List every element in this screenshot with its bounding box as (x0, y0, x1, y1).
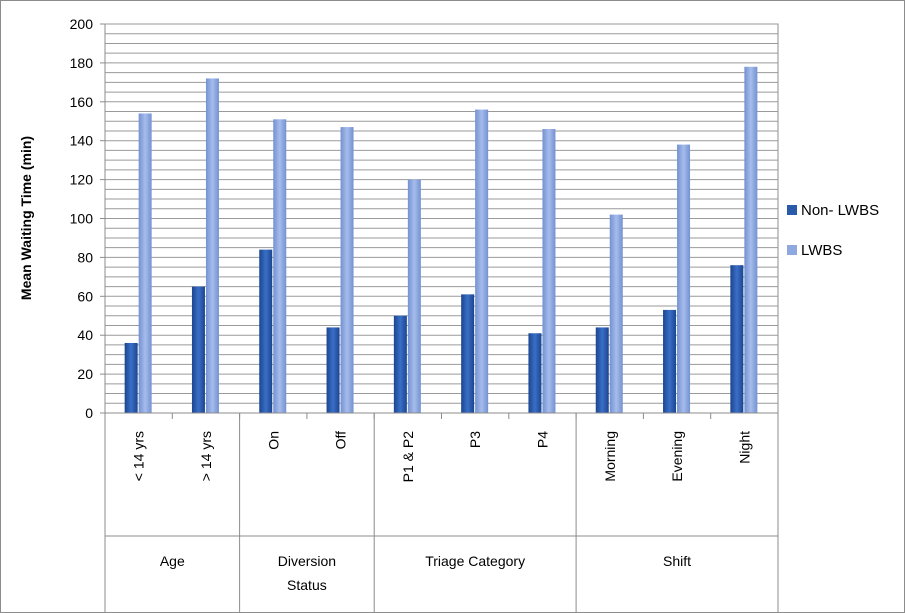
category-label: P4 (534, 431, 550, 448)
bar-non-lwbs (124, 342, 138, 413)
bar-lwbs (475, 109, 489, 413)
legend-swatch (787, 205, 797, 215)
axes (100, 23, 779, 612)
bar-non-lwbs (393, 315, 407, 413)
bar-non-lwbs (461, 294, 475, 413)
y-axis-title: Mean Waiting Time (min) (18, 136, 34, 300)
category-label: Off (333, 431, 349, 450)
bar-non-lwbs (528, 333, 542, 413)
y-tick-label: 60 (77, 288, 93, 304)
y-tick-label: 180 (70, 55, 94, 71)
bars (124, 66, 758, 414)
legend-swatch (787, 245, 797, 255)
category-label: On (265, 431, 281, 450)
bar-non-lwbs (595, 327, 609, 413)
bar-lwbs (205, 78, 219, 414)
group-label: Status (287, 577, 327, 593)
category-label: Morning (602, 431, 618, 482)
y-tick-label: 20 (77, 366, 93, 382)
bar-lwbs (677, 144, 691, 413)
category-label: > 14 yrs (198, 431, 214, 481)
legend-label: Non- LWBS (801, 202, 879, 219)
y-tick-label: 140 (70, 133, 94, 149)
category-label: P3 (467, 431, 483, 448)
bar-lwbs (609, 214, 623, 413)
labels: 0 20 40 60 80 100 120 140 160 180 200 < 14 yrs > 14 … (70, 16, 753, 593)
legend-label: LWBS (801, 242, 842, 259)
category-label: Evening (669, 431, 685, 482)
y-tick-label: 0 (85, 405, 93, 421)
bar-non-lwbs (259, 249, 273, 413)
y-tick-label: 120 (70, 172, 94, 188)
category-label: < 14 yrs (131, 431, 147, 481)
bar-non-lwbs (663, 309, 677, 413)
y-tick-label: 80 (77, 249, 93, 265)
bar-non-lwbs (191, 286, 205, 413)
legend: Non- LWBS LWBS (787, 202, 879, 259)
group-label: Age (160, 553, 185, 569)
group-label: Triage Category (425, 553, 525, 569)
bar-lwbs (273, 119, 287, 414)
bar-lwbs (744, 66, 758, 413)
y-tick-label: 200 (70, 16, 94, 32)
y-tick-label: 40 (77, 327, 93, 343)
group-label: Diversion (278, 553, 336, 569)
bar-lwbs (542, 129, 556, 413)
y-tick-label: 160 (70, 94, 94, 110)
bar-lwbs (340, 127, 354, 414)
bar-non-lwbs (326, 327, 340, 413)
group-label: Shift (663, 553, 691, 569)
bar-lwbs (138, 113, 152, 413)
category-label: P1 & P2 (400, 431, 416, 483)
category-label: Night (736, 431, 752, 464)
y-tick-label: 100 (70, 211, 94, 227)
bar-lwbs (407, 179, 421, 413)
bar-non-lwbs (730, 265, 744, 413)
